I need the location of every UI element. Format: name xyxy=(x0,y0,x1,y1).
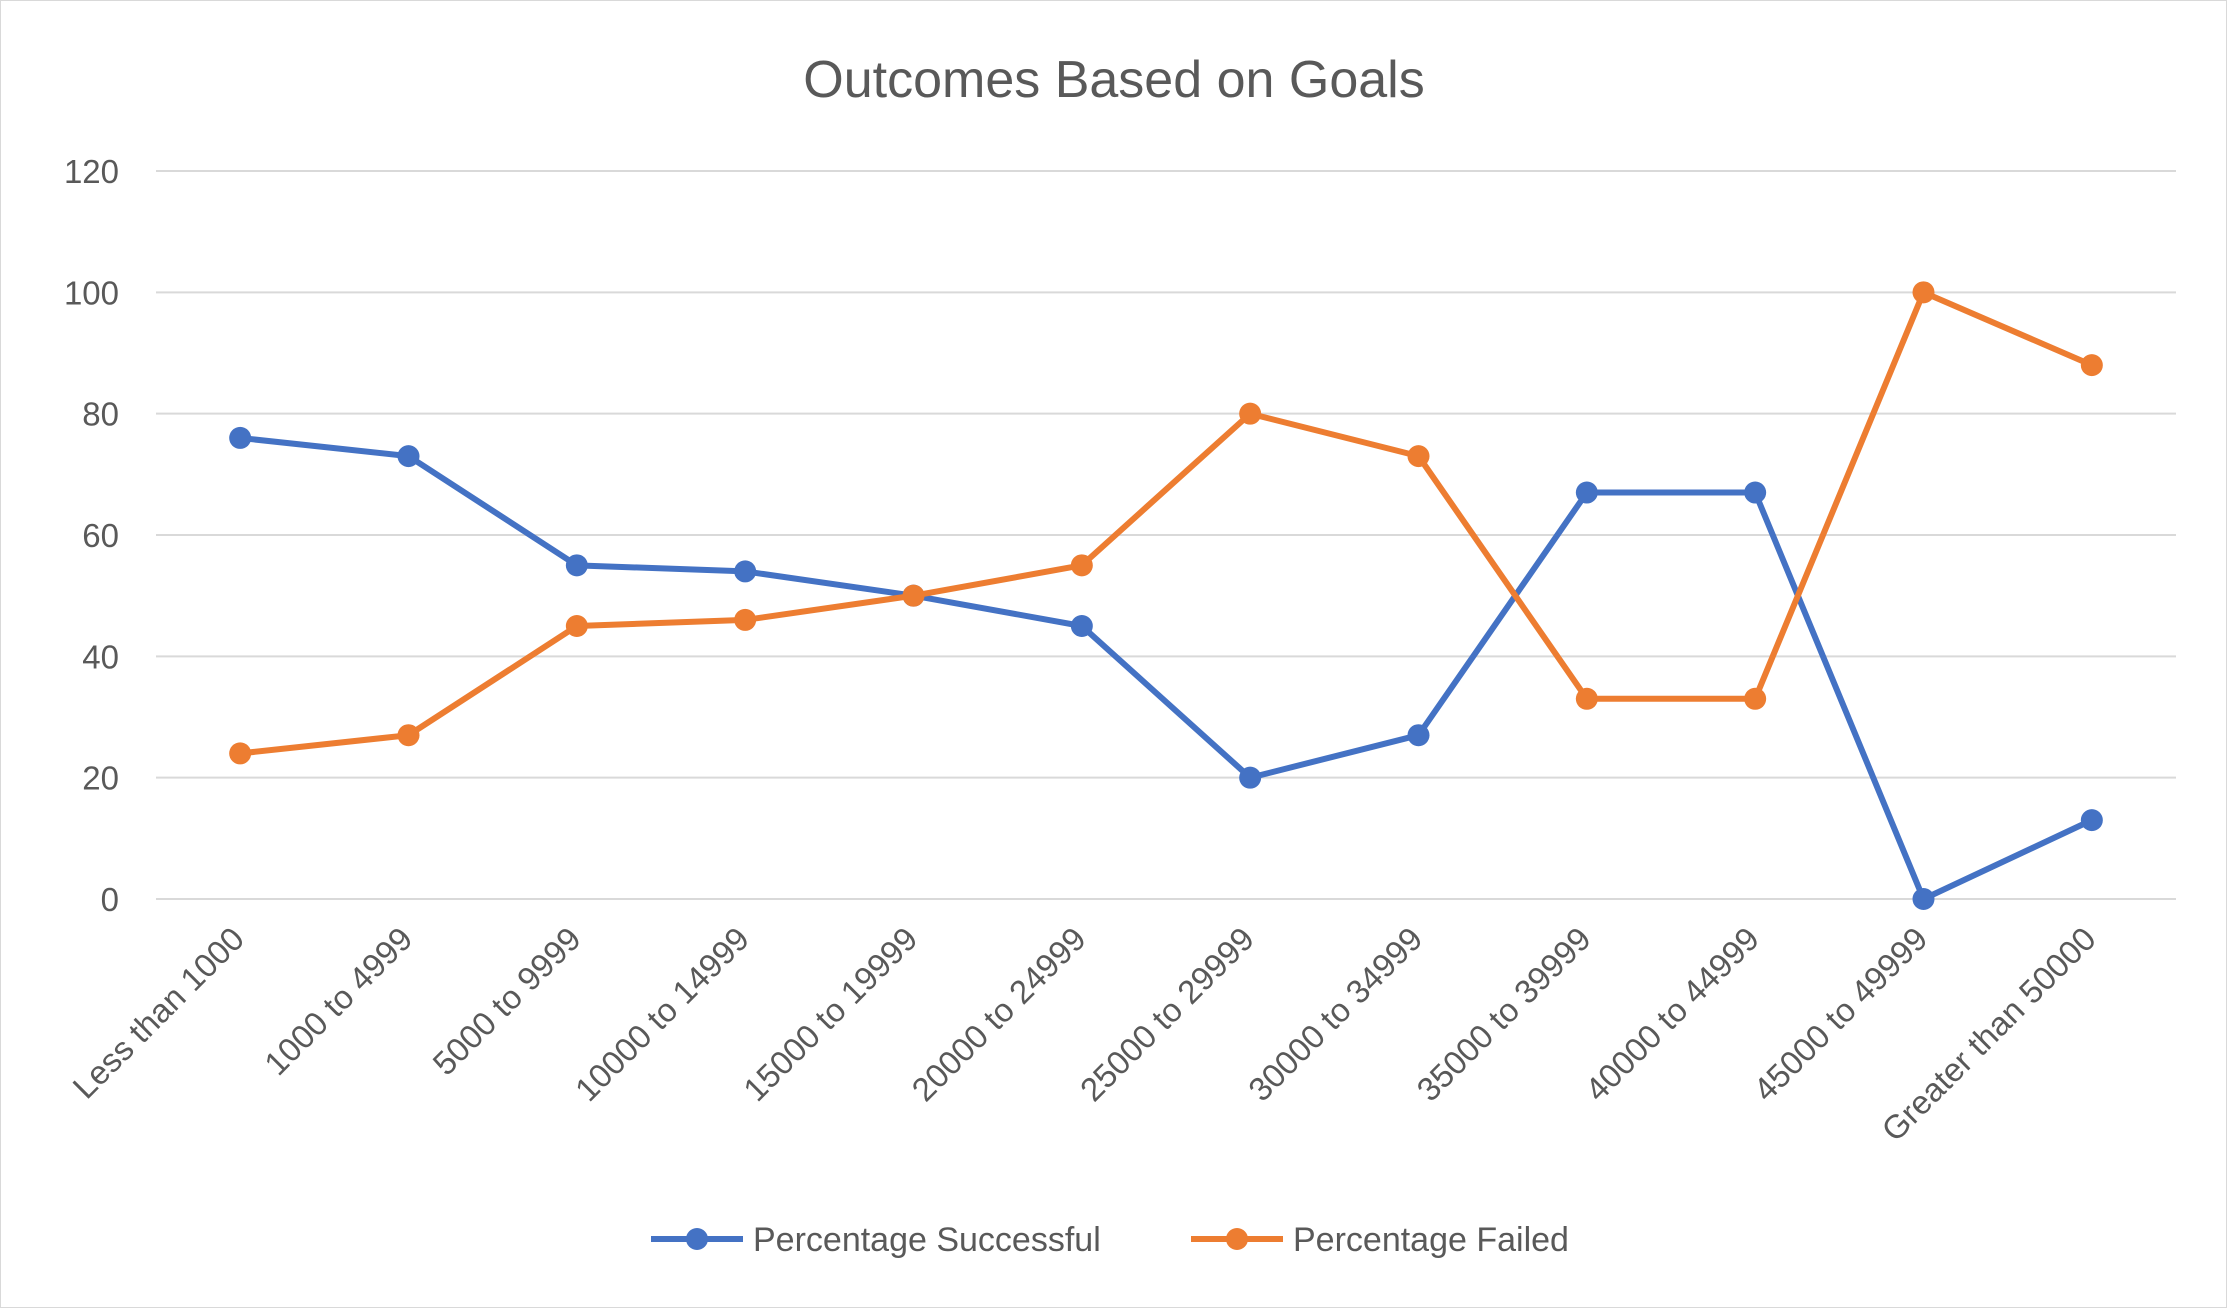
y-axis-ticks: 0 20 40 60 80 100 120 xyxy=(64,153,119,918)
data-point xyxy=(565,615,588,637)
y-tick-label: 20 xyxy=(82,760,119,797)
data-point xyxy=(2080,809,2103,832)
data-point xyxy=(397,445,420,468)
y-tick-label: 0 xyxy=(101,881,119,918)
x-tick-label: 35000 to 39999 xyxy=(1409,920,1597,1108)
data-point xyxy=(1744,481,1767,504)
legend-item: Percentage Failed xyxy=(1191,1221,1569,1259)
series-percentage-failed xyxy=(229,281,2103,765)
x-tick-label: Less than 1000 xyxy=(65,920,251,1106)
data-point xyxy=(1912,888,1935,910)
x-tick-label: 25000 to 29999 xyxy=(1073,920,1261,1108)
chart-title: Outcomes Based on Goals xyxy=(803,51,1424,109)
data-point xyxy=(1239,402,1262,425)
data-point xyxy=(1407,724,1430,747)
data-point xyxy=(1744,687,1767,710)
legend-swatch-marker xyxy=(1226,1228,1248,1250)
x-tick-label: 40000 to 44999 xyxy=(1578,920,1766,1108)
data-point xyxy=(1575,481,1598,504)
x-tick-label: 20000 to 24999 xyxy=(904,920,1092,1108)
x-tick-label: 5000 to 9999 xyxy=(425,920,587,1082)
data-point xyxy=(1912,281,1935,304)
x-axis-ticks: Less than 1000 1000 to 4999 5000 to 999910… xyxy=(65,920,2102,1149)
x-tick-label: 10000 to 14999 xyxy=(568,920,756,1108)
series-percentage-successful xyxy=(229,426,2103,910)
x-tick-label: 1000 to 4999 xyxy=(257,920,419,1082)
data-point xyxy=(1407,445,1430,468)
data-point xyxy=(734,608,757,631)
data-point xyxy=(1239,766,1262,789)
x-tick-label: 30000 to 34999 xyxy=(1241,920,1429,1108)
data-point xyxy=(229,426,252,449)
x-tick-label: 15000 to 19999 xyxy=(736,920,924,1108)
data-point xyxy=(397,724,420,747)
series-layer xyxy=(229,281,2103,910)
data-point xyxy=(1070,615,1093,637)
y-tick-label: 40 xyxy=(82,638,119,675)
series-line xyxy=(237,289,2095,757)
data-point xyxy=(229,742,252,765)
legend-item: Percentage Successful xyxy=(651,1221,1101,1259)
gridlines xyxy=(156,170,2176,900)
data-point xyxy=(2080,354,2103,377)
y-tick-label: 100 xyxy=(64,274,119,311)
series-line xyxy=(237,434,2095,902)
legend: Percentage Successful Percentage Failed xyxy=(651,1221,1569,1259)
legend-swatch-marker xyxy=(686,1228,708,1250)
data-point xyxy=(1575,687,1598,710)
y-tick-label: 60 xyxy=(82,517,119,554)
data-point xyxy=(565,554,588,577)
y-tick-label: 80 xyxy=(82,396,119,433)
legend-label: Percentage Failed xyxy=(1293,1221,1569,1259)
data-point xyxy=(1070,554,1093,577)
data-point xyxy=(902,584,925,607)
y-tick-label: 120 xyxy=(64,153,119,190)
x-tick-label: 45000 to 49999 xyxy=(1746,920,1934,1108)
data-point xyxy=(734,560,757,583)
legend-label: Percentage Successful xyxy=(753,1221,1101,1259)
